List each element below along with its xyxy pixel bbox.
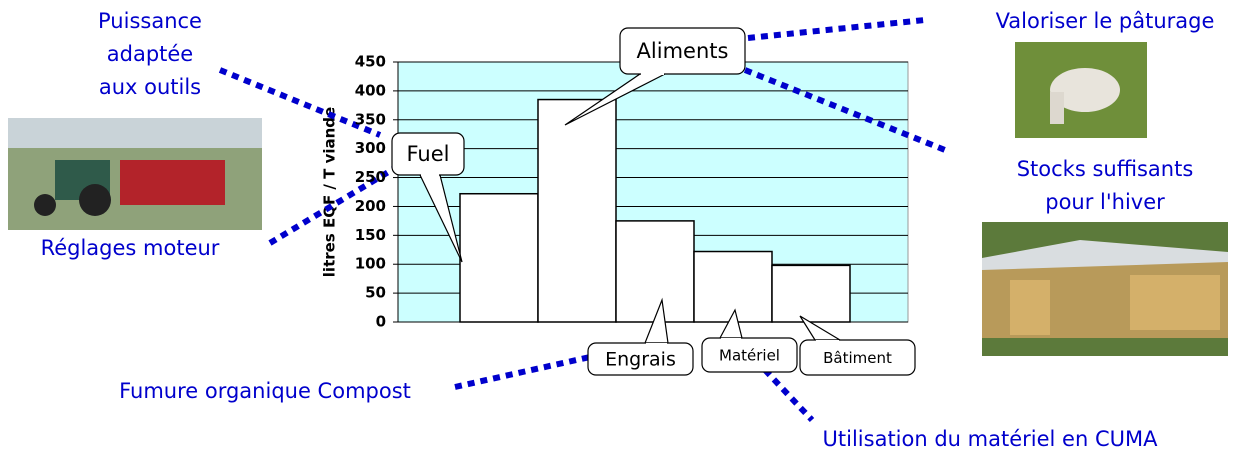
connectors (218, 17, 947, 423)
annotation: Puissance (98, 9, 202, 33)
callout-label: Aliments (637, 39, 729, 63)
callout-label: Fuel (407, 142, 450, 166)
callout-box (619, 27, 746, 75)
annotation: Fumure organique Compost (119, 379, 411, 403)
y-tick-label: 350 (355, 110, 386, 128)
annotation: Utilisation du matériel en CUMA (823, 427, 1159, 451)
annotation: adaptée (107, 42, 193, 66)
callout-label: Bâtiment (823, 349, 892, 367)
photo-tractor (8, 118, 262, 230)
callout-box (587, 342, 694, 376)
bar (771, 264, 851, 323)
callout-seam (421, 173, 439, 176)
photo-cow (1015, 42, 1147, 138)
bar (459, 192, 539, 323)
callout-seam (646, 343, 667, 346)
y-tick-label: 0 (376, 313, 386, 331)
y-tick-label: 400 (355, 81, 386, 99)
bar (693, 250, 773, 323)
y-tick-label: 450 (355, 53, 386, 71)
annotation: Stocks suffisants (1017, 157, 1194, 181)
bar (615, 220, 695, 323)
annotation: Valoriser le pâturage (996, 9, 1215, 33)
callout-seam (721, 338, 741, 341)
y-axis-label: litres EQF / T viande (321, 107, 339, 277)
callout-seam (641, 72, 664, 75)
callout-box (701, 337, 798, 373)
callout-label: Matériel (719, 347, 780, 365)
photo-barn (982, 222, 1228, 356)
y-tick-label: 300 (355, 139, 386, 157)
y-tick-label: 250 (355, 168, 386, 186)
callout-seam (816, 340, 839, 343)
callout-label: Engrais (605, 349, 676, 371)
annotation: aux outils (99, 75, 201, 99)
y-tick-label: 200 (355, 197, 386, 215)
annotation: Réglages moteur (41, 236, 220, 260)
y-tick-label: 150 (355, 226, 386, 244)
y-tick-label: 50 (365, 284, 386, 302)
annotation: pour l'hiver (1045, 190, 1165, 214)
callout-box (799, 339, 916, 376)
y-tick-label: 100 (355, 255, 386, 273)
bar (537, 98, 617, 323)
